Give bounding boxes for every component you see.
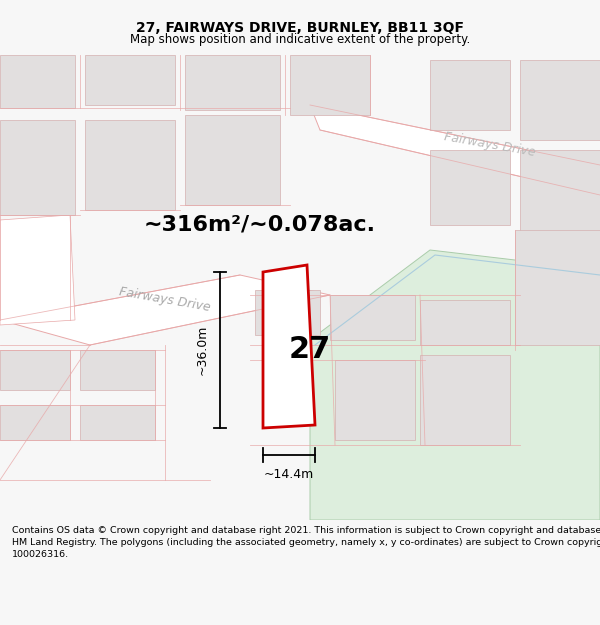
Polygon shape <box>263 265 315 428</box>
Polygon shape <box>0 275 330 345</box>
Polygon shape <box>310 105 600 195</box>
Polygon shape <box>520 150 600 235</box>
Polygon shape <box>420 300 510 345</box>
Text: 27: 27 <box>289 336 331 364</box>
Polygon shape <box>290 55 370 115</box>
Text: ~316m²/~0.078ac.: ~316m²/~0.078ac. <box>144 215 376 235</box>
Polygon shape <box>80 350 155 390</box>
Polygon shape <box>520 60 600 140</box>
Text: 27, FAIRWAYS DRIVE, BURNLEY, BB11 3QF: 27, FAIRWAYS DRIVE, BURNLEY, BB11 3QF <box>136 21 464 35</box>
Polygon shape <box>0 215 75 325</box>
Polygon shape <box>0 405 70 440</box>
Polygon shape <box>185 115 280 205</box>
Polygon shape <box>335 360 415 440</box>
Polygon shape <box>0 120 75 215</box>
Polygon shape <box>255 290 320 335</box>
Polygon shape <box>515 230 600 345</box>
Text: Contains OS data © Crown copyright and database right 2021. This information is : Contains OS data © Crown copyright and d… <box>12 526 600 559</box>
Polygon shape <box>310 250 600 520</box>
Polygon shape <box>330 295 415 340</box>
Text: ~36.0m: ~36.0m <box>196 325 209 375</box>
Polygon shape <box>80 405 155 440</box>
Polygon shape <box>0 55 75 108</box>
Text: Map shows position and indicative extent of the property.: Map shows position and indicative extent… <box>130 32 470 46</box>
Polygon shape <box>85 120 175 210</box>
Polygon shape <box>85 55 175 105</box>
Polygon shape <box>0 350 70 390</box>
Polygon shape <box>185 55 280 110</box>
Polygon shape <box>430 60 510 130</box>
Polygon shape <box>420 355 510 445</box>
Text: ~14.4m: ~14.4m <box>264 469 314 481</box>
Text: Fairways Drive: Fairways Drive <box>443 131 537 159</box>
Text: Fairways Drive: Fairways Drive <box>118 286 212 314</box>
Polygon shape <box>430 150 510 225</box>
